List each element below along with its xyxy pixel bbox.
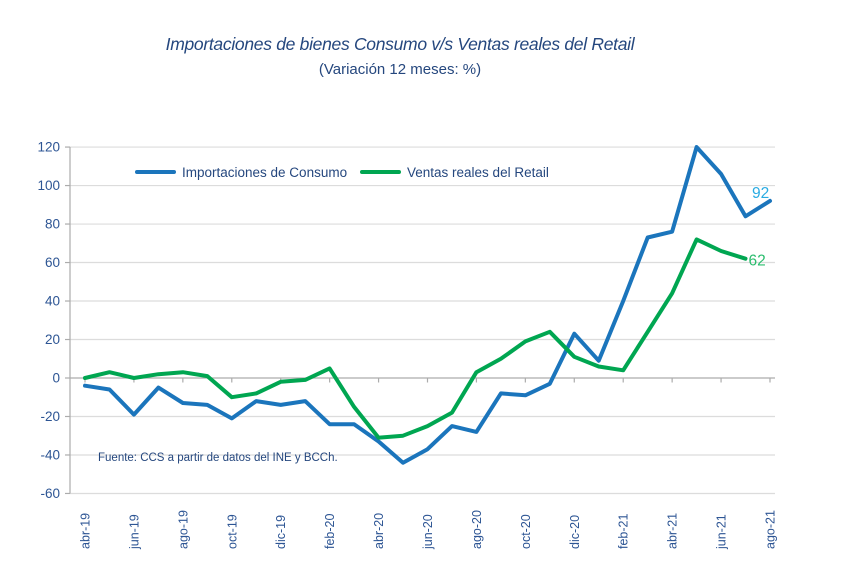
legend-label-importaciones: Importaciones de Consumo — [182, 164, 348, 180]
y-tick-label: 20 — [45, 332, 60, 347]
x-tick-label: jun-20 — [421, 514, 435, 550]
chart-subtitle: (Variación 12 meses: %) — [318, 61, 482, 78]
series-line-importaciones — [83, 145, 772, 465]
series-end-label-retail: 62 — [749, 253, 766, 270]
legend-swatch-retail-icon — [360, 169, 401, 175]
x-tick-label: feb-21 — [617, 514, 631, 549]
y-tick-label: 100 — [37, 178, 60, 193]
source-note: Fuente: CCS a partir de datos del INE y … — [98, 452, 338, 464]
x-tick-label: abr-21 — [666, 513, 680, 549]
x-tick-label: abr-19 — [79, 513, 93, 549]
x-tick-label: jun-21 — [715, 514, 729, 550]
x-tick-label: feb-20 — [323, 514, 337, 549]
series-end-label-importaciones: 92 — [752, 185, 769, 202]
legend-swatch-importaciones-icon — [135, 169, 176, 175]
series-line-retail — [83, 237, 748, 440]
y-tick-label: 60 — [45, 255, 60, 270]
x-tick-label: ago-19 — [176, 510, 190, 549]
x-tick-label: ago-20 — [470, 510, 484, 549]
x-tick-label: dic-20 — [568, 515, 582, 549]
data-series: 92 62 — [83, 145, 772, 465]
x-tick-label: jun-19 — [127, 514, 141, 550]
chart-title: Importaciones de bienes Consumo v/s Vent… — [165, 34, 635, 54]
y-tick-label: 80 — [45, 217, 60, 232]
legend-item-retail: Ventas reales del Retail — [360, 164, 549, 180]
x-tick-label: oct-19 — [225, 514, 239, 549]
x-tick-label: dic-19 — [274, 515, 288, 549]
y-tick-label: 0 — [52, 371, 60, 386]
y-tick-label: -60 — [40, 486, 60, 501]
gridlines — [70, 146, 775, 495]
y-tick-label: 120 — [37, 140, 60, 155]
x-tick-label: oct-20 — [519, 514, 533, 549]
axes — [65, 146, 771, 495]
axis-labels: -60 -40 -20 0 20 40 60 80 100 120 abr-19 jun-19 ago-… — [37, 140, 777, 550]
y-tick-label: -40 — [40, 447, 60, 462]
legend-label-retail: Ventas reales del Retail — [407, 164, 549, 180]
x-tick-label: abr-20 — [372, 513, 386, 549]
x-tick-label: ago-21 — [763, 510, 777, 549]
y-tick-label: 40 — [45, 294, 60, 309]
y-tick-label: -20 — [40, 409, 60, 424]
legend-item-importaciones: Importaciones de Consumo — [135, 164, 347, 180]
